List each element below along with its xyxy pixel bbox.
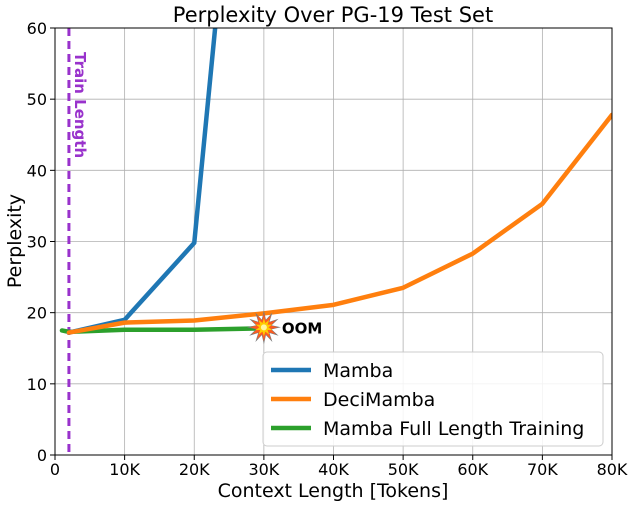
y-tick-label: 50 xyxy=(27,90,47,109)
x-tick-label: 70K xyxy=(527,460,558,479)
legend-box xyxy=(262,351,604,447)
legend-label: Mamba xyxy=(323,360,393,382)
series-line-mamba-full-length-training xyxy=(59,326,267,335)
y-axis-title: Perplexity xyxy=(4,194,26,288)
legend: Mamba DeciMamba Mamba Full Length Training xyxy=(262,351,604,447)
chart-title: Perplexity Over PG-19 Test Set xyxy=(173,3,493,27)
y-axis-ticks: 0 10 20 30 40 50 60 xyxy=(27,19,55,465)
legend-label: Mamba Full Length Training xyxy=(323,418,584,440)
oom-marker: OOM xyxy=(246,310,322,345)
x-tick-label: 80K xyxy=(597,460,628,479)
series-lines xyxy=(59,28,612,335)
x-tick-label: 30K xyxy=(248,460,279,479)
train-length-marker: Train Length xyxy=(67,28,89,455)
y-tick-label: 20 xyxy=(27,304,47,323)
x-axis-title: Context Length [Tokens] xyxy=(218,480,449,502)
y-tick-label: 60 xyxy=(27,19,47,38)
x-tick-label: 50K xyxy=(388,460,419,479)
grid xyxy=(54,27,613,456)
y-tick-label: 0 xyxy=(37,446,47,465)
y-tick-label: 10 xyxy=(27,375,47,394)
oom-label: OOM xyxy=(282,319,322,337)
x-tick-label: 20K xyxy=(179,460,210,479)
legend-label: DeciMamba xyxy=(323,389,435,411)
x-tick-label: 10K xyxy=(109,460,140,479)
x-tick-label: 60K xyxy=(457,460,488,479)
train-length-label: Train Length xyxy=(71,52,89,158)
series-line-mamba xyxy=(66,28,218,335)
series-line-decimamba xyxy=(66,112,612,335)
y-tick-label: 40 xyxy=(27,161,47,180)
x-axis-ticks: 0 10K 20K 30K 40K 50K 60K 70K 80K xyxy=(50,455,628,479)
explosion-icon xyxy=(246,310,281,345)
x-tick-label: 40K xyxy=(318,460,349,479)
y-tick-label: 30 xyxy=(27,233,47,252)
x-tick-label: 0 xyxy=(50,460,60,479)
